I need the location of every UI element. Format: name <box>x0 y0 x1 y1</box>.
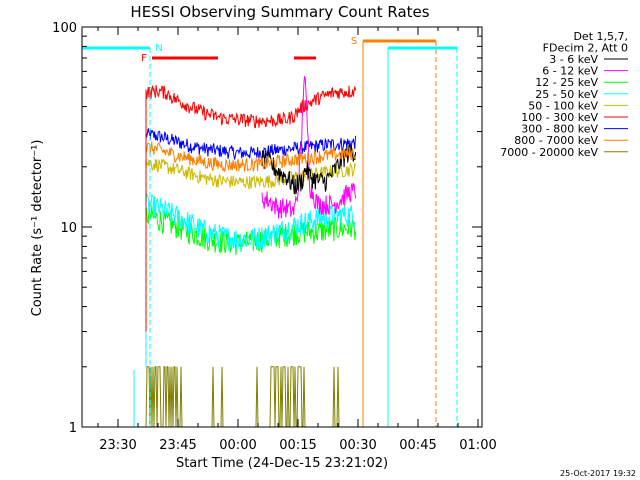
x-axis-ticks: 23:30 23:45 00:00 00:15 00:30 00:45 01:00 <box>97 27 497 453</box>
legend-header-2: FDecim 2, Att 0 <box>543 42 628 55</box>
legend-entry-label: 300 - 800 keV <box>521 123 598 136</box>
legend-entry-label: 6 - 12 keV <box>542 65 598 78</box>
plot-frame <box>81 26 483 428</box>
legend-entry-label: 3 - 6 keV <box>549 53 598 66</box>
series-line-12-25keV <box>145 205 356 332</box>
x-tick-label: 23:30 <box>99 438 136 453</box>
series-line-50-100keV <box>145 158 356 190</box>
legend-entry-label: 25 - 50 keV <box>535 88 598 101</box>
legend-entry-label: 800 - 7000 keV <box>514 134 598 147</box>
x-tick-label: 00:00 <box>219 438 256 453</box>
legend-entry-label: 7000 - 20000 keV <box>500 146 598 159</box>
series-line-6-12keV <box>261 76 357 219</box>
x-tick-label: 00:30 <box>339 438 376 453</box>
generation-timestamp: 25-Oct-2017 19:32 <box>560 469 636 478</box>
flag-label-n: N <box>155 43 162 54</box>
chart-title: HESSI Observing Summary Count Rates <box>130 3 429 21</box>
legend-entry-label: 100 - 300 keV <box>521 111 598 124</box>
series-line-300-800keV <box>145 128 356 160</box>
series-line-100-300keV <box>145 84 356 332</box>
orbit-flag-layer: NF S <box>82 36 458 427</box>
y-tick-label: 1 <box>69 421 77 436</box>
series-line-800-7000keV <box>145 141 356 173</box>
legend-entry-label: 50 - 100 keV <box>528 99 598 112</box>
series-line-25-50keV <box>145 193 356 367</box>
legend-entry-label: 12 - 25 keV <box>535 76 598 89</box>
x-tick-label: 01:00 <box>459 438 496 453</box>
legend-header-1: Det 1,5,7, <box>573 30 628 43</box>
y-axis-label: Count Rate (s⁻¹ detector⁻¹) <box>30 140 45 317</box>
y-tick-label: 10 <box>60 221 77 236</box>
flag-label-s: S <box>351 36 357 47</box>
series-layer <box>82 76 357 428</box>
x-tick-label: 00:45 <box>399 438 436 453</box>
series-line-7000-20000keV <box>82 366 356 428</box>
x-axis-label: Start Time (24-Dec-15 23:21:02) <box>176 456 388 471</box>
x-tick-label: 00:15 <box>279 438 316 453</box>
y-axis-ticks: 1 10 100 <box>52 21 482 436</box>
series-line-3-6keV <box>261 142 357 195</box>
x-tick-label: 23:45 <box>159 438 196 453</box>
flag-label-f: F <box>141 53 147 64</box>
y-tick-label: 100 <box>52 21 77 36</box>
